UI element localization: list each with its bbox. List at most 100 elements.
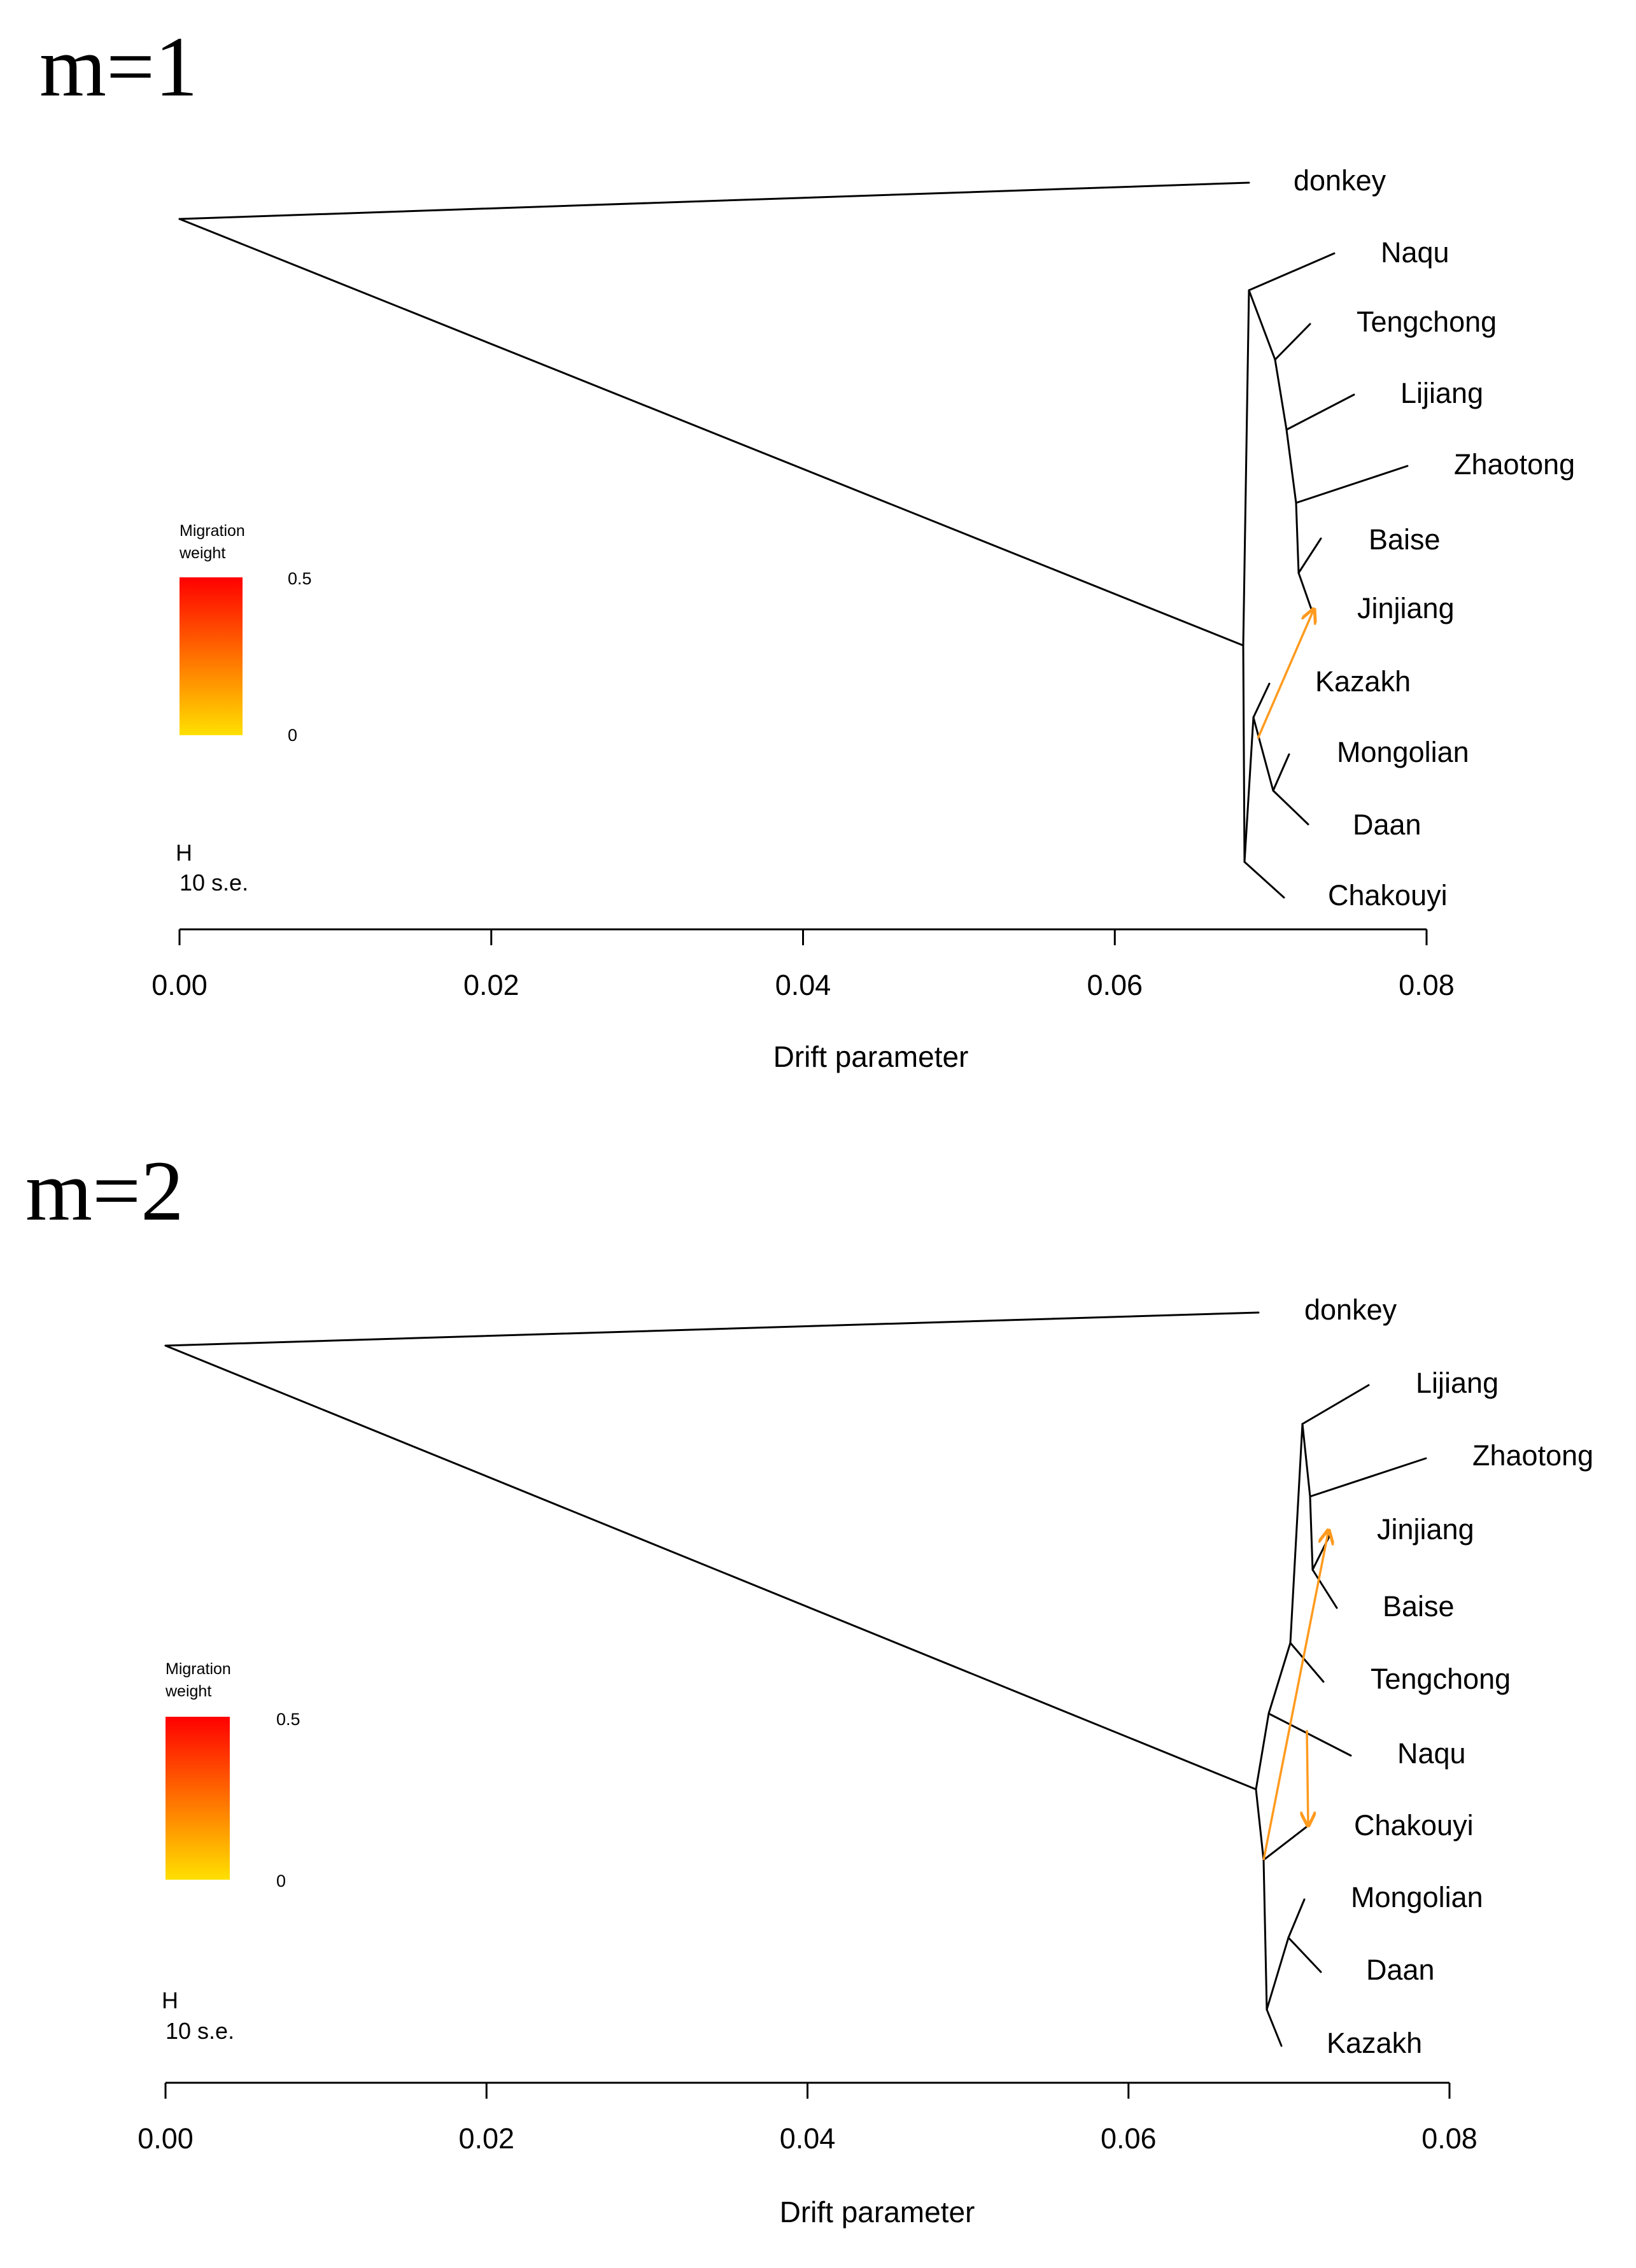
leaf-label: donkey (1294, 164, 1386, 197)
branch-baise (1311, 1568, 1338, 1609)
branch-node-g (1289, 1423, 1304, 1644)
branch-tengchong (1289, 1642, 1325, 1683)
migration-legend: Migration weight 0.5 0 (179, 522, 312, 745)
leaf-label: Lijiang (1416, 1367, 1498, 1399)
branch-ingroup (164, 1344, 1257, 1791)
branch-node-b (1274, 358, 1288, 431)
panel-m2: m=2 donkey Lijiang (25, 1144, 1593, 2229)
branch-node-d (1295, 502, 1300, 574)
branch-naqu (1248, 252, 1336, 292)
leaf-label: Mongolian (1351, 1881, 1483, 1913)
branch-node-m (1262, 1859, 1268, 2011)
branch-zhaotong (1295, 465, 1409, 504)
branch-east (1242, 289, 1250, 647)
branch-daan (1272, 789, 1309, 826)
leaf-label: Kazakh (1327, 2027, 1422, 2059)
leaf-label: Baise (1383, 1590, 1455, 1623)
x-axis: 0.00 0.02 0.04 0.06 0.08 Drift parameter (152, 928, 1455, 1073)
panel-title: m=1 (39, 20, 198, 115)
branch-donkey (178, 181, 1250, 220)
branch-naqu (1267, 1712, 1352, 1757)
branch-donkey (164, 1311, 1260, 1347)
legend-max-label: 0.5 (288, 569, 312, 588)
migration-legend: Migration weight 0.5 0 (165, 1660, 300, 1891)
branch-mongolian (1272, 753, 1290, 792)
branch-node-e (1243, 716, 1255, 863)
scale-label: 10 s.e. (166, 2018, 234, 2044)
legend-title-line1: Migration (166, 1660, 231, 1678)
x-tick-label: 0.08 (1399, 969, 1455, 1001)
x-tick-label: 0.00 (152, 969, 208, 1001)
branch-baise (1297, 537, 1322, 574)
leaf-label: Naqu (1397, 1737, 1466, 1770)
scale-symbol: H (176, 840, 192, 866)
x-tick-label: 0.02 (463, 969, 519, 1001)
x-axis-title: Drift parameter (773, 1040, 969, 1073)
x-tick-label: 0.00 (138, 2122, 194, 2155)
branch-kazakh (1266, 2008, 1283, 2047)
leaf-label: Lijiang (1400, 377, 1483, 409)
leaf-label: Daan (1353, 808, 1421, 841)
leaf-label: donkey (1304, 1293, 1397, 1326)
legend-max-label: 0.5 (276, 1710, 300, 1729)
branch-lijiang (1301, 1384, 1370, 1425)
leaf-label: Daan (1366, 1954, 1435, 1986)
x-axis: 0.00 0.02 0.04 0.06 0.08 Drift parameter (138, 2081, 1477, 2229)
scale-symbol: H (162, 1987, 178, 2013)
branch-chakouyi (1262, 1824, 1309, 1861)
leaf-label: Tengchong (1371, 1663, 1511, 1695)
x-ticks: 0.00 0.02 0.04 0.06 0.08 (152, 929, 1455, 1001)
x-tick-label: 0.06 (1101, 2122, 1157, 2155)
legend-min-label: 0 (288, 726, 297, 745)
legend-min-label: 0 (276, 1871, 286, 1891)
branch-lijiang (1285, 393, 1355, 431)
x-tick-label: 0.08 (1421, 2122, 1477, 2155)
leaf-label: Jinjiang (1357, 592, 1455, 624)
branch-node-j (1267, 1642, 1292, 1715)
tree-branches (164, 1311, 1427, 2047)
legend-title-line2: weight (165, 1682, 211, 1700)
branch-node-i (1309, 1495, 1314, 1571)
x-tick-label: 0.04 (780, 2122, 836, 2155)
leaf-label: Zhaotong (1454, 448, 1575, 481)
legend-color-bar (180, 577, 243, 735)
scale-bar: H 10 s.e. (176, 840, 248, 896)
branch-node-l (1255, 1788, 1265, 1861)
leaf-labels: donkey Lijiang Zhaotong Jinjiang Baise T… (1304, 1293, 1593, 2059)
branch-ingroup (178, 218, 1245, 647)
x-tick-label: 0.02 (458, 2122, 514, 2155)
scale-bar: H 10 s.e. (162, 1987, 234, 2044)
leaf-labels: donkey Naqu Tengchong Lijiang Zhaotong B… (1294, 164, 1575, 912)
panel-m1: m=1 donkey (39, 20, 1575, 1073)
scale-label: 10 s.e. (180, 870, 248, 896)
branch-zhaotong (1309, 1457, 1427, 1498)
migration-arrow (1307, 1729, 1308, 1826)
branch-daan (1287, 1936, 1322, 1973)
tree-branches (178, 181, 1409, 899)
branch-node-k (1255, 1712, 1270, 1791)
legend-color-bar (166, 1717, 230, 1880)
leaf-label: Jinjiang (1377, 1513, 1474, 1546)
x-ticks: 0.00 0.02 0.04 0.06 0.08 (138, 2083, 1477, 2155)
migration-arrow (1262, 1530, 1329, 1861)
branch-jinjiang (1297, 572, 1313, 610)
branch-node-f (1252, 716, 1274, 792)
branch-mongolian (1287, 1898, 1306, 1939)
branch-node-a (1248, 289, 1276, 361)
branch-kazakh (1252, 682, 1271, 719)
legend-title-line2: weight (179, 544, 225, 562)
leaf-label: Tengchong (1357, 306, 1497, 338)
leaf-label: Baise (1369, 523, 1441, 556)
x-axis-title: Drift parameter (780, 2195, 975, 2229)
branch-node-n (1266, 1936, 1290, 2011)
x-tick-label: 0.06 (1087, 969, 1143, 1001)
branch-chakouyi (1243, 861, 1285, 899)
leaf-label: Zhaotong (1472, 1439, 1593, 1472)
leaf-label: Mongolian (1337, 736, 1469, 768)
leaf-label: Kazakh (1315, 665, 1411, 698)
leaf-label: Naqu (1381, 236, 1449, 269)
panel-title: m=2 (25, 1144, 184, 1239)
leaf-label: Chakouyi (1328, 879, 1448, 912)
leaf-label: Chakouyi (1354, 1809, 1474, 1842)
